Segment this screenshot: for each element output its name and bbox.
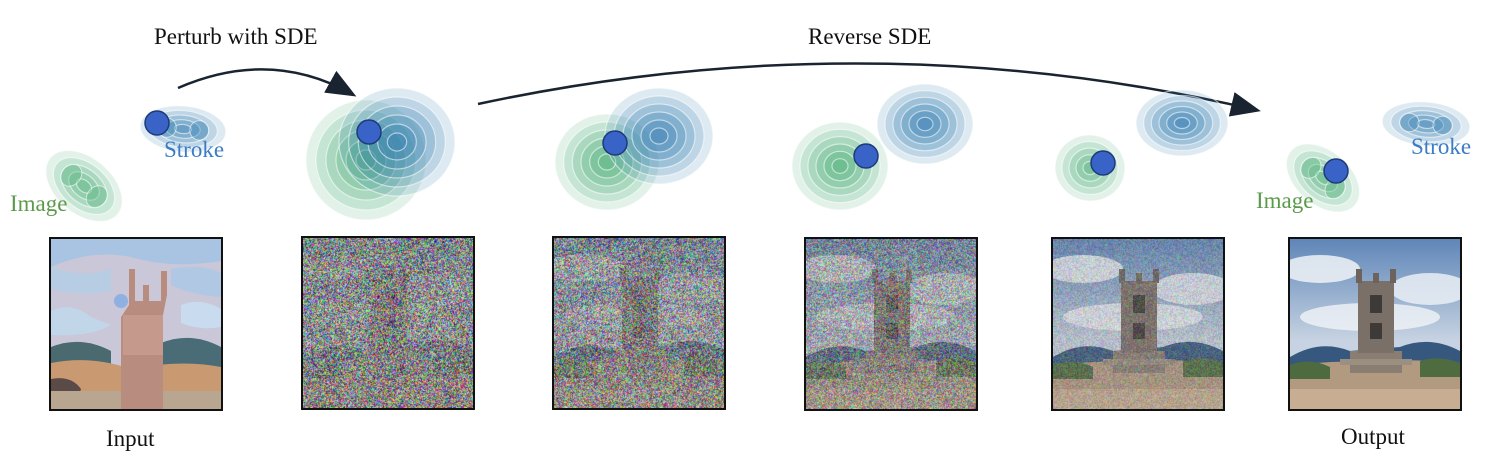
perturb-label: Perturb with SDE (154, 24, 318, 49)
stroke-label-left: Stroke (164, 137, 224, 162)
image-label-right: Image (1256, 188, 1313, 213)
output-image (1290, 239, 1460, 409)
step3-panel (804, 237, 978, 411)
noise-layer (554, 238, 724, 408)
sample-point-0 (144, 110, 170, 136)
image-distribution-0-modes (60, 163, 108, 209)
image-distribution-5-modes (1300, 156, 1346, 200)
sample-point-1 (356, 119, 382, 145)
sample-point-4 (1090, 150, 1116, 176)
noise-layer (806, 239, 976, 409)
output-panel (1288, 237, 1462, 411)
image-distribution-0 (45, 149, 123, 223)
stroke-label-right: Stroke (1411, 134, 1471, 159)
perturb-arrow (177, 68, 357, 97)
noise-layer (1053, 239, 1223, 409)
sample-point-3 (853, 143, 879, 169)
input-caption: Input (106, 426, 155, 451)
step1-panel (301, 236, 475, 410)
reverse-label: Reverse SDE (808, 24, 932, 49)
noise-layer (303, 238, 473, 408)
step4-panel (1051, 237, 1225, 411)
output-caption: Output (1341, 424, 1405, 449)
reverse-arrow (477, 62, 1261, 117)
stroke-distribution-5-modes (1399, 112, 1453, 136)
stroke-distribution-4 (1135, 89, 1229, 157)
input-panel (49, 237, 223, 411)
image-distribution-4 (1054, 134, 1126, 202)
sample-point-5 (1323, 158, 1349, 184)
step2-panel (552, 236, 726, 410)
input-image (51, 239, 221, 409)
stroke-distribution-3 (876, 83, 974, 165)
sample-point-2 (602, 130, 628, 156)
stroke-distribution-1 (338, 87, 456, 197)
image-label-left: Image (10, 191, 67, 216)
